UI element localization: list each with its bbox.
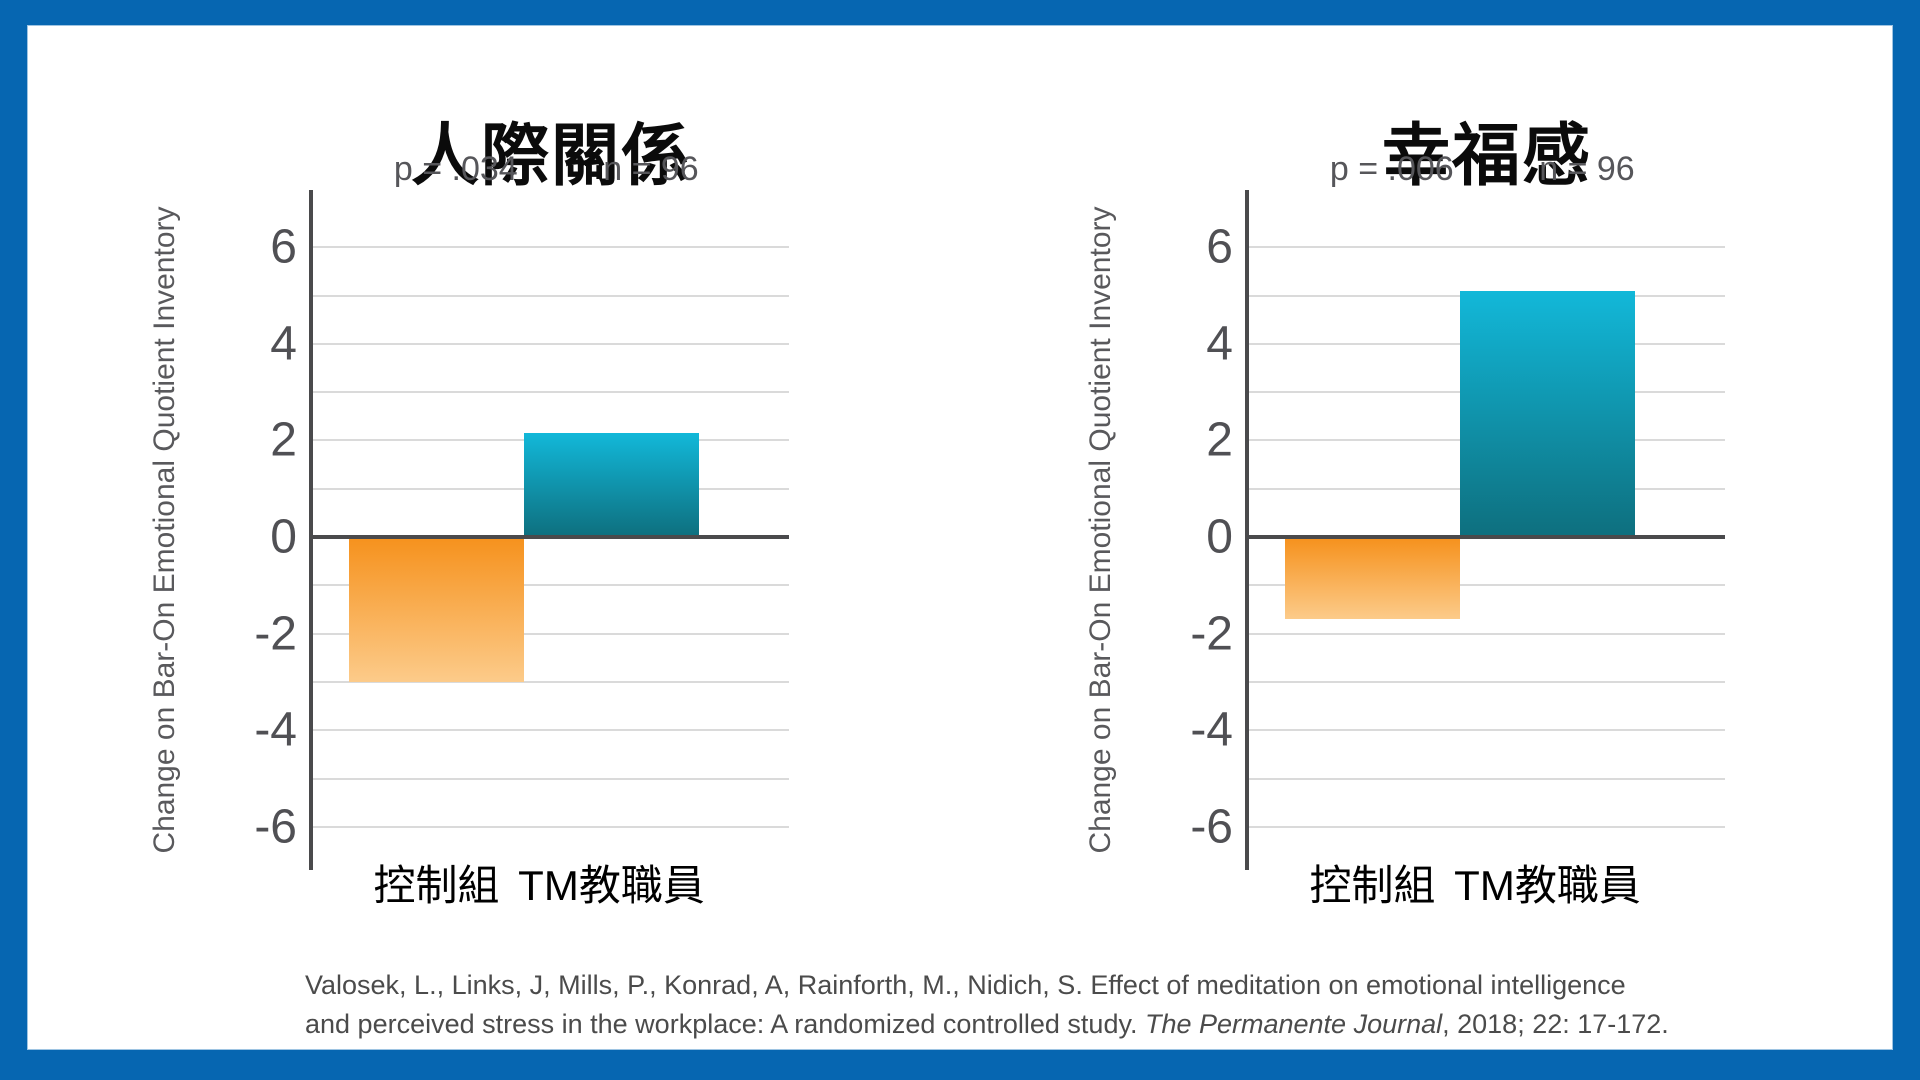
bar-control [349, 539, 524, 682]
y-axis-title: Change on Bar-On Emotional Quotient Inve… [1084, 206, 1117, 854]
y-tick-label: 0 [270, 510, 297, 564]
y-tick-label: 2 [1206, 413, 1233, 467]
y-axis-line [1245, 190, 1249, 870]
y-tick-label: -4 [1190, 703, 1233, 757]
plot-area: 6 4 2 0 -2 -4 -6 控制組 TM教職員 [1190, 190, 1725, 909]
citation-journal-name: The Permanente Journal [1144, 1009, 1443, 1040]
chart-title: 幸福感 [1381, 118, 1592, 195]
gridline [1249, 632, 1725, 635]
y-tick-label: 6 [270, 220, 297, 274]
p-value-label: p = .034 [393, 150, 518, 188]
category-label: TM教職員 [1454, 862, 1641, 909]
gridline [313, 777, 789, 780]
gridline [313, 584, 789, 587]
gridline [313, 729, 789, 732]
gridline [313, 342, 789, 345]
sample-size-label: n = 96 [603, 150, 699, 188]
bar-tm [524, 433, 699, 537]
category-label: 控制組 [373, 862, 500, 909]
y-tick-label: -6 [1190, 800, 1233, 854]
y-tick-label: 4 [270, 317, 297, 371]
stats-row: p = .006 n = 96 [1249, 150, 1725, 194]
y-axis-title: Change on Bar-On Emotional Quotient Inve… [148, 206, 181, 854]
gridline [1249, 680, 1725, 683]
category-label: TM教職員 [518, 862, 705, 909]
bar-control [1285, 539, 1460, 620]
citation-line1: Valosek, L., Links, J, Mills, P., Konrad… [305, 970, 1626, 1000]
citation-line2-pre: and perceived stress in the workplace: A… [305, 1009, 1145, 1040]
y-tick-label: -4 [254, 703, 297, 757]
gridline [313, 246, 789, 249]
citation: Valosek, L., Links, J, Mills, P., Konrad… [305, 966, 1705, 1044]
gridline [1249, 777, 1725, 780]
gridline [313, 680, 789, 683]
y-tick-label: -6 [254, 800, 297, 854]
gridline [313, 391, 789, 394]
stats-row: p = .034 n = 96 [313, 150, 789, 194]
sample-size-label: n = 96 [1539, 150, 1635, 188]
y-tick-label: -2 [1190, 607, 1233, 661]
y-tick-label: 6 [1206, 220, 1233, 274]
gridline [313, 632, 789, 635]
zero-baseline [309, 535, 789, 539]
citation-line2-post: , 2018; 22: 17-172. [1442, 1009, 1669, 1040]
gridline [1249, 246, 1725, 249]
category-label: 控制組 [1309, 862, 1436, 909]
y-axis-line [309, 190, 313, 870]
gridline [313, 825, 789, 828]
y-tick-label: 2 [270, 413, 297, 467]
plot-area: 6 4 2 0 -2 -4 -6 控制組 TM教職員 [254, 190, 789, 909]
y-tick-label: 0 [1206, 510, 1233, 564]
gridline [1249, 825, 1725, 828]
gridline [1249, 584, 1725, 587]
p-value-label: p = .006 [1329, 150, 1454, 188]
chart-title: 人際關係 [410, 118, 691, 195]
zero-baseline [1245, 535, 1725, 539]
gridline [1249, 729, 1725, 732]
gridline [313, 294, 789, 297]
y-tick-label: 4 [1206, 317, 1233, 371]
bar-tm [1460, 290, 1635, 537]
y-tick-label: -2 [254, 607, 297, 661]
